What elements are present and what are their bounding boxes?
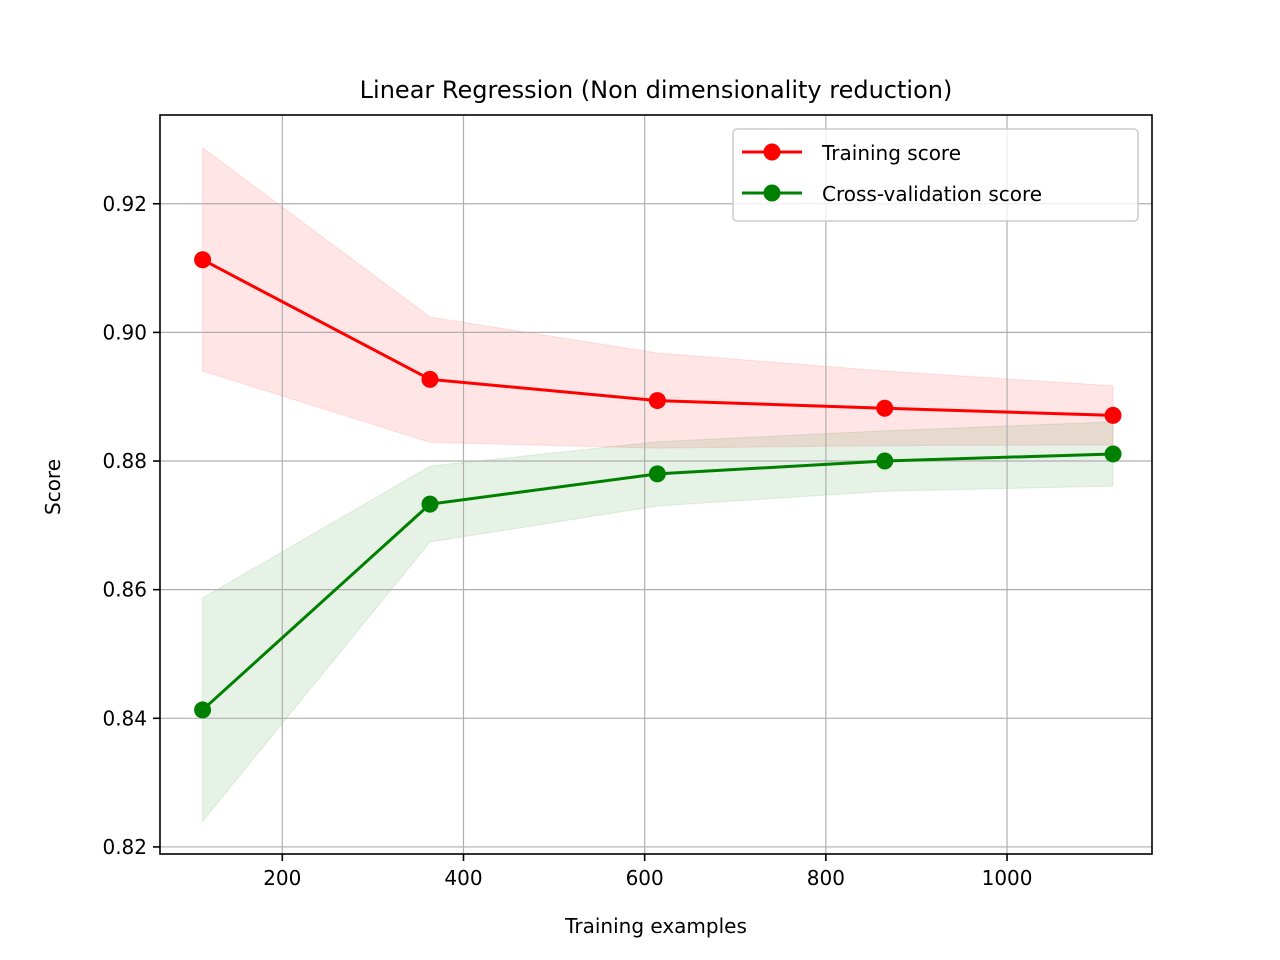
legend-label-1: Cross-validation score [822,182,1042,206]
data-point-1 [421,495,439,513]
x-axis-label: Training examples [564,914,747,938]
y-tick-label: 0.82 [102,835,147,859]
x-tick-label: 600 [626,866,664,890]
y-tick-label: 0.88 [102,449,147,473]
legend-box [732,128,1139,222]
y-tick-label: 0.84 [102,706,147,730]
legend-label-0: Training score [821,141,961,165]
legend-swatch-marker-1 [763,184,781,202]
data-point-0 [648,392,666,410]
y-tick-label: 0.92 [102,192,147,216]
y-tick-label: 0.90 [102,320,147,344]
axes-frame [159,114,1153,855]
data-point-1 [876,452,894,470]
y-tick-label: 0.86 [102,578,147,602]
data-point-0 [876,399,894,417]
plot-area: 200 400 600 800 1000 0.82 0.84 0.86 0.88 0.90 0.92… [102,114,1153,890]
x-tick-label: 400 [444,866,482,890]
data-point-1 [194,701,212,719]
legend-swatch-marker-0 [763,143,781,161]
x-tick-label: 1000 [982,866,1033,890]
data-point-0 [194,251,212,269]
data-point-0 [421,370,439,388]
x-tick-label: 800 [807,866,845,890]
y-axis-label: Score [41,459,65,515]
data-point-0 [1104,406,1122,424]
data-point-1 [1104,445,1122,463]
data-point-1 [648,465,666,483]
chart-title: Linear Regression (Non dimensionality re… [360,76,953,104]
confidence-band-1 [202,421,1114,823]
x-tick-label: 200 [263,866,301,890]
